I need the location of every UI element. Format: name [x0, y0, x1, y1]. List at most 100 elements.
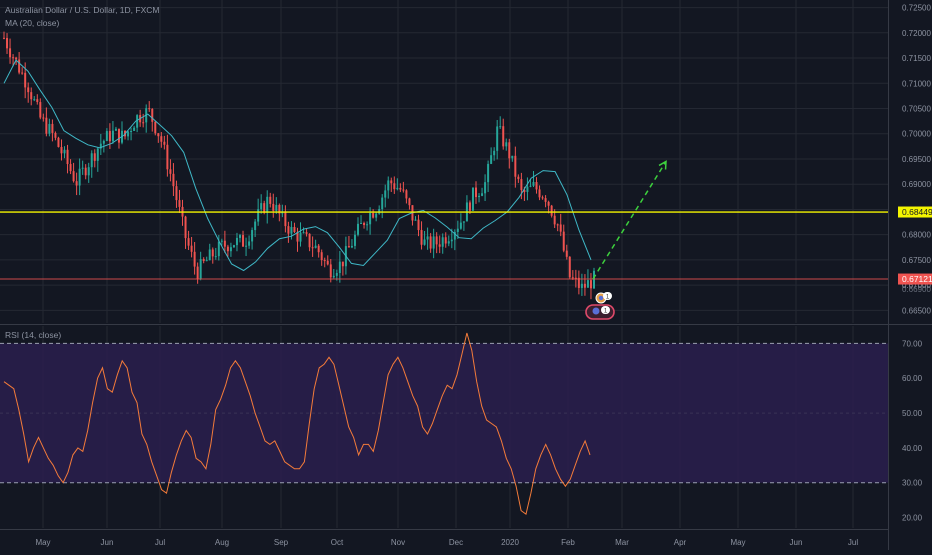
- candle-body: [514, 155, 517, 177]
- price-tick-label: 0.67000: [902, 281, 931, 290]
- candle-body: [39, 102, 42, 118]
- support-price-tag-text: 0.68449: [902, 207, 932, 217]
- candle-body: [190, 245, 193, 252]
- candle-body: [239, 235, 241, 238]
- candle-body: [272, 203, 275, 211]
- event-count-text: 1: [606, 295, 610, 301]
- candle-body: [117, 128, 120, 143]
- time-tick-label: Apr: [674, 538, 687, 547]
- candle-body: [214, 256, 217, 258]
- candle-body: [148, 108, 151, 110]
- rsi-tick-label: 30.00: [902, 479, 923, 488]
- candle-body: [396, 187, 399, 190]
- candle-body: [577, 277, 580, 288]
- candle-body: [511, 155, 514, 159]
- candle-body: [381, 197, 384, 210]
- candle-body: [517, 176, 520, 180]
- candle-body: [589, 280, 592, 289]
- price-tick-label: 0.69000: [902, 180, 931, 189]
- support-price-tag: [898, 206, 932, 218]
- time-tick-label: Jun: [101, 538, 114, 547]
- candle-body: [338, 261, 341, 274]
- candle-body: [21, 72, 24, 74]
- candle-body: [523, 190, 526, 192]
- candle-body: [105, 131, 108, 141]
- candle-body: [299, 232, 302, 242]
- candle-body: [127, 131, 130, 137]
- candle-body: [63, 149, 66, 154]
- candle-body: [36, 99, 39, 103]
- candle-body: [302, 232, 305, 234]
- candle-body: [360, 222, 363, 224]
- candle-body: [414, 219, 417, 221]
- candle-body: [48, 123, 51, 134]
- time-tick-label: Sep: [274, 538, 289, 547]
- candle-body: [553, 215, 556, 225]
- candle-body: [417, 219, 420, 231]
- candle-body: [196, 266, 199, 279]
- candle-body: [9, 48, 12, 58]
- candle-body: [263, 203, 266, 213]
- candle-body: [562, 231, 565, 251]
- time-tick-label: Jul: [848, 538, 858, 547]
- rsi-tick-label: 60.00: [902, 374, 923, 383]
- candle-body: [54, 132, 57, 138]
- candle-body: [15, 57, 18, 60]
- candle-body: [87, 167, 90, 176]
- candle-body: [405, 190, 408, 199]
- candle-body: [387, 180, 390, 191]
- candle-body: [547, 201, 550, 206]
- candle-body: [535, 182, 538, 190]
- candle-body: [341, 261, 344, 267]
- candle-body: [33, 99, 36, 101]
- flag-icon: [592, 307, 600, 315]
- candle-body: [499, 126, 502, 128]
- candle-body: [142, 122, 145, 124]
- candle-body: [235, 237, 238, 246]
- candle-body: [229, 247, 232, 252]
- candle-body: [184, 216, 187, 239]
- candle-body: [251, 230, 254, 242]
- price-tick-label: 0.67500: [902, 256, 931, 265]
- event-marker[interactable]: 1: [595, 292, 612, 304]
- event-marker[interactable]: 1: [585, 304, 615, 320]
- candle-body: [447, 241, 450, 244]
- countdown-label: 0.66900: [902, 285, 931, 294]
- candle-body: [423, 239, 426, 245]
- rsi-band-layer: [0, 342, 888, 484]
- candle-body: [220, 240, 223, 242]
- candle-body: [172, 173, 175, 187]
- candle-body: [18, 59, 21, 73]
- event-count-text: 1: [604, 309, 608, 315]
- candle-body: [57, 137, 60, 147]
- time-tick-label: May: [35, 538, 50, 547]
- candle-body: [529, 185, 532, 187]
- candle-body: [459, 222, 462, 229]
- candle-body: [493, 150, 496, 156]
- candle-body: [426, 236, 429, 240]
- candle-body: [332, 275, 335, 278]
- price-tick-label: 0.70000: [902, 130, 931, 139]
- candle-body: [96, 148, 99, 161]
- candle-body: [166, 144, 169, 170]
- candle-body: [60, 146, 63, 154]
- time-tick-label: Oct: [331, 538, 344, 547]
- candle-body: [541, 197, 544, 199]
- candle-body: [505, 142, 508, 147]
- candle-body: [450, 239, 453, 242]
- candle-body: [441, 237, 444, 247]
- candle-body: [366, 224, 369, 226]
- candle-body: [326, 260, 329, 265]
- candle-body: [490, 155, 493, 164]
- candle-body: [444, 237, 447, 244]
- candle-body: [471, 187, 474, 211]
- candle-body: [357, 223, 359, 235]
- candle-body: [468, 202, 471, 211]
- candle-body: [556, 224, 559, 226]
- price-tick-label: 0.71000: [902, 79, 931, 88]
- candle-body: [175, 186, 178, 201]
- candle-body: [350, 245, 353, 248]
